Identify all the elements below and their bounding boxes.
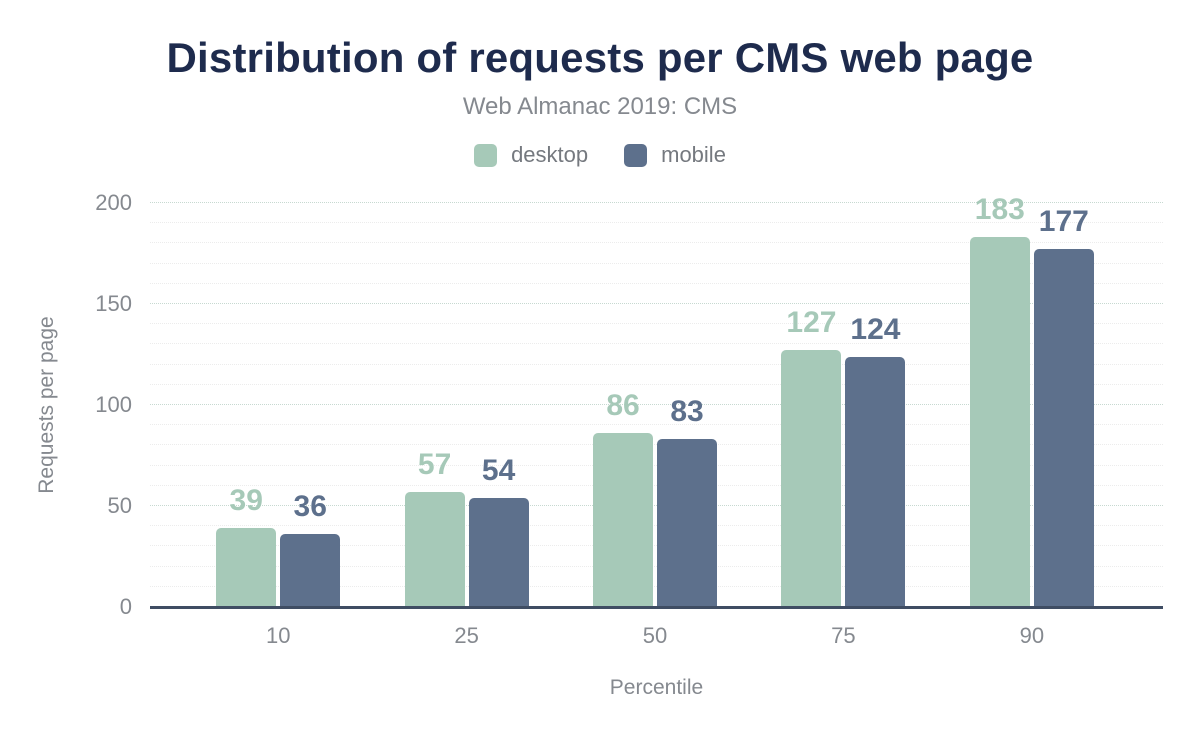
y-tick-50: 50 [107,493,132,518]
gridline-190 [150,222,1163,224]
gridline-40 [150,525,1163,527]
gridline-80 [150,444,1163,446]
gridline-170 [150,262,1163,264]
x-tick-90: 90 [1019,623,1045,648]
bar-value-mobile-p50: 83 [670,395,704,429]
bar-mobile-p25[interactable]: 54 [468,455,529,607]
bar-value-desktop-p50: 86 [606,389,640,423]
gridline-60 [150,484,1163,486]
x-axis-line [150,606,1163,609]
gridline-120 [150,363,1163,365]
bar-desktop-p50[interactable]: 86 [593,391,654,607]
gridline-130 [150,343,1163,345]
legend-item-mobile[interactable]: mobile [624,142,726,168]
legend-swatch-mobile-icon [624,143,648,167]
bar-desktop-p90[interactable]: 183 [969,195,1030,607]
bar-desktop-p75[interactable]: 127 [781,308,842,607]
y-tick-100: 100 [95,392,132,417]
legend: desktop mobile [0,142,1200,168]
gridline-100 [150,404,1163,405]
gridline-90 [150,424,1163,426]
gridline-110 [150,383,1163,385]
bar-group-p10: 39 36 10 [184,203,372,648]
bar-value-desktop-p25: 57 [417,447,452,481]
bar-mobile-p90[interactable]: 177 [1033,207,1094,607]
gridline-140 [150,323,1163,325]
legend-label-mobile: mobile [661,142,726,167]
bar-value-desktop-p75: 127 [786,306,837,340]
bar-group-p75: 127 124 75 [749,203,937,648]
gridline-150 [150,303,1163,304]
gridline-200 [150,202,1163,203]
bar-mobile-p10[interactable]: 36 [280,492,341,607]
bar-mobile-p50[interactable]: 83 [657,397,718,607]
bar-desktop-p25[interactable]: 57 [404,449,465,607]
bar-value-mobile-p10: 36 [293,490,327,524]
bar-value-mobile-p90: 177 [1038,205,1089,239]
gridline-160 [150,282,1163,284]
gridline-30 [150,545,1163,547]
gridline-10 [150,585,1163,587]
bar-group-p50: 86 83 50 [561,203,749,648]
chart-title: Distribution of requests per CMS web pag… [166,34,1034,81]
x-tick-50: 50 [642,623,668,648]
legend-swatch-desktop-icon [474,143,498,167]
gridline-20 [150,565,1163,567]
gridline-50 [150,505,1163,506]
bar-group-p90: 183 177 90 [938,195,1126,648]
bar-value-mobile-p25: 54 [481,453,516,487]
plot-bands: 39 36 10 57 54 25 86 83 50 127 124 75 183 177 90 [184,195,1126,648]
y-tick-0: 0 [119,594,132,619]
gridline-70 [150,464,1163,466]
plot-area: 39 36 10 57 54 25 86 83 50 127 124 75 183 177 90 0 50 10… [95,192,1163,648]
legend-item-desktop[interactable]: desktop [474,142,588,168]
x-tick-75: 75 [831,623,856,648]
bar-value-desktop-p10: 39 [229,484,263,518]
x-axis-label: Percentile [609,676,704,699]
bar-group-p25: 57 54 25 [372,203,560,648]
x-tick-10: 10 [265,623,291,648]
x-tick-25: 25 [454,623,479,648]
bar-value-desktop-p90: 183 [974,193,1025,227]
bar-desktop-p10[interactable]: 39 [216,486,277,607]
y-axis-label: Requests per page [35,316,58,494]
y-tick-150: 150 [95,291,132,316]
y-tick-200: 200 [95,190,132,215]
bar-mobile-p75[interactable]: 124 [845,314,906,607]
chart-subtitle: Web Almanac 2019: CMS [462,93,738,120]
legend-label-desktop: desktop [511,142,589,167]
gridline-180 [150,242,1163,244]
bar-value-mobile-p75: 124 [850,312,901,346]
